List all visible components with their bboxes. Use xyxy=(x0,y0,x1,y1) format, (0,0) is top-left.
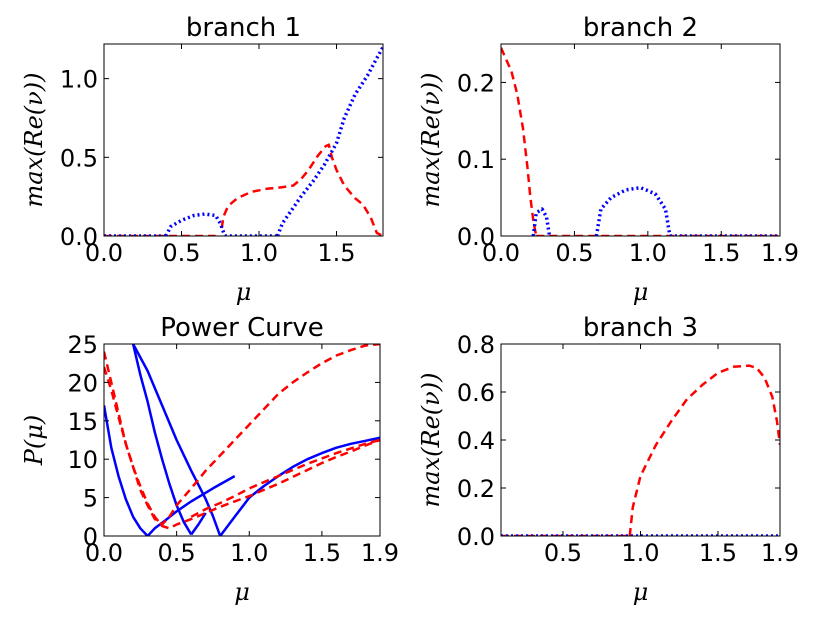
series-0-line-segment-5 xyxy=(219,436,380,536)
y-axis-label: max(Re(ν)) xyxy=(20,73,48,208)
y-tick-label: 0 xyxy=(83,523,98,551)
series-0-line-segment-4 xyxy=(131,344,222,536)
x-tick-label: 0.0 xyxy=(482,239,520,267)
x-tick-label: 0.5 xyxy=(555,239,593,267)
axes-frame xyxy=(103,343,381,537)
x-tick-label: 1.0 xyxy=(621,539,659,567)
y-axis-label: max(Re(ν)) xyxy=(417,73,445,208)
plot-area xyxy=(104,46,383,236)
series-1-line-segment-1 xyxy=(594,185,672,236)
axes-frame xyxy=(500,343,781,537)
x-axis-label: μ xyxy=(234,578,250,606)
x-tick-label: 1.0 xyxy=(230,539,268,567)
y-tick-label: 0.1 xyxy=(457,146,495,174)
x-tick-label: 1.5 xyxy=(699,539,737,567)
x-tick-label: 0.0 xyxy=(85,539,123,567)
branch-2-panel: 0.0 0.5 1.0 1.5 1.9 0.0 0.1 0.2 branch 2 μ max(Re(… xyxy=(417,13,799,306)
x-tick-label: 0.0 xyxy=(85,239,123,267)
y-tick-label: 0.4 xyxy=(457,427,495,455)
x-axis-label: μ xyxy=(633,278,649,306)
y-tick-label: 20 xyxy=(67,369,98,397)
series-0-line-segment-1 xyxy=(146,475,236,536)
series-1-line-segment-0 xyxy=(531,207,552,236)
chart-title: Power Curve xyxy=(160,313,324,343)
x-tick-label: 0.5 xyxy=(158,539,196,567)
y-tick-label: 10 xyxy=(67,446,98,474)
x-tick-label: 0.5 xyxy=(544,539,582,567)
y-tick-label: 0.0 xyxy=(457,223,495,251)
y-axis-label: P(μ) xyxy=(20,415,48,466)
axes-frame xyxy=(103,43,384,237)
y-tick-label: 1.0 xyxy=(60,66,98,94)
y-tick-label: 0.6 xyxy=(457,379,495,407)
series-1-line-segment-1 xyxy=(104,344,380,526)
plot-area xyxy=(501,47,780,236)
series-0-line-segment-1 xyxy=(628,364,780,536)
x-tick-label: 1.9 xyxy=(761,539,799,567)
y-tick-label: 0.0 xyxy=(60,223,98,251)
series-0-line-segment-2 xyxy=(131,344,193,536)
chart-title: branch 1 xyxy=(186,13,301,43)
series-0-line-segment-0 xyxy=(104,405,149,536)
branch-1-panel: 0.0 0.5 1.0 1.5 0.0 0.5 1.0 branch 1 μ max(Re(ν)) xyxy=(20,13,384,306)
x-tick-label: 1.0 xyxy=(240,239,278,267)
x-tick-label: 1.5 xyxy=(317,239,355,267)
power-curve-panel: 0.0 0.5 1.0 1.5 1.9 0 5 10 15 20 25 Power Curve μ P(μ… xyxy=(20,313,399,606)
series-1-line-segment-1 xyxy=(164,212,227,236)
x-tick-label: 1.0 xyxy=(629,239,667,267)
series-0-line-segment-1 xyxy=(220,143,383,236)
y-tick-label: 15 xyxy=(67,408,98,436)
x-axis-label: μ xyxy=(633,578,649,606)
series-0-line-segment-0 xyxy=(501,47,538,236)
plot-area xyxy=(501,364,780,536)
x-tick-label: 0.5 xyxy=(162,239,200,267)
x-tick-label: 1.5 xyxy=(702,239,740,267)
branch-3-panel: 0.5 1.0 1.5 1.9 0.0 0.2 0.4 0.6 0.8 branch 3 μ max(… xyxy=(417,313,799,606)
series-1-line-segment-2 xyxy=(190,438,380,518)
y-tick-label: 0.2 xyxy=(457,69,495,97)
plot-area xyxy=(104,344,380,536)
y-tick-label: 0.8 xyxy=(457,331,495,359)
axes-frame xyxy=(500,43,781,237)
y-tick-label: 25 xyxy=(67,331,98,359)
y-tick-label: 0.0 xyxy=(457,523,495,551)
x-axis-label: μ xyxy=(236,278,252,306)
y-tick-label: 0.2 xyxy=(457,475,495,503)
x-tick-label: 1.9 xyxy=(761,239,799,267)
series-1-line-segment-3 xyxy=(275,46,383,236)
y-tick-label: 0.5 xyxy=(60,144,98,172)
chart-title: branch 3 xyxy=(583,313,698,343)
chart-title: branch 2 xyxy=(583,13,698,43)
x-tick-label: 1.5 xyxy=(303,539,341,567)
y-tick-label: 5 xyxy=(83,485,98,513)
series-0-line-segment-3 xyxy=(190,512,207,536)
x-tick-label: 1.9 xyxy=(361,539,399,567)
y-axis-label: max(Re(ν)) xyxy=(417,373,445,508)
